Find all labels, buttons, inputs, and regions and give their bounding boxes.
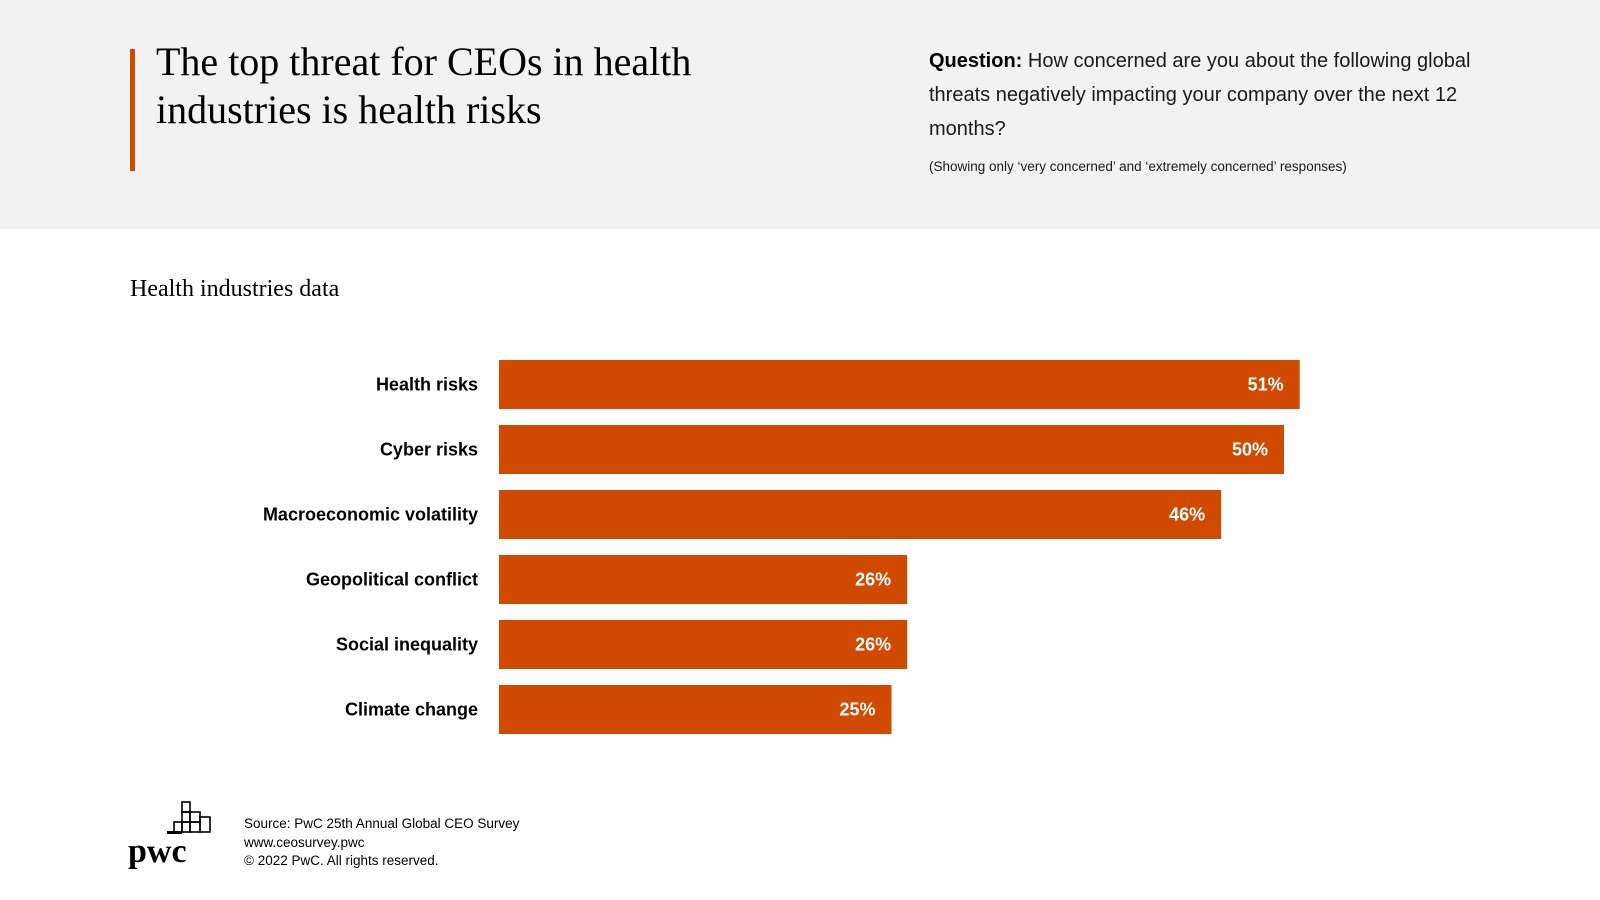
bar [499, 360, 1300, 409]
bar [499, 555, 908, 604]
category-label: Climate change [345, 700, 478, 720]
question-label: Question: [929, 50, 1023, 72]
category-label: Cyber risks [380, 440, 478, 460]
question-text: How concerned are you about the followin… [929, 50, 1471, 140]
bar-value-label: 50% [1232, 440, 1268, 460]
logo-wordmark: pwc [128, 833, 187, 870]
category-label: Geopolitical conflict [306, 570, 478, 590]
pwc-logo: pwc [128, 800, 223, 877]
footer-text: Source: PwC 25th Annual Global CEO Surve… [244, 815, 519, 871]
bar-value-label: 46% [1169, 505, 1205, 525]
page-title: The top threat for CEOs in health indust… [156, 39, 692, 132]
source-note: Source: PwC 25th Annual Global CEO Surve… [244, 816, 520, 831]
bar-value-label: 25% [839, 700, 875, 720]
title-accent-bar [130, 49, 135, 171]
header-band [0, 0, 1600, 229]
category-label: Social inequality [336, 635, 478, 655]
bar-value-label: 26% [855, 570, 891, 590]
question-block: Question: How concerned are you about th… [929, 44, 1489, 146]
bar-value-label: 51% [1248, 375, 1284, 395]
question-note: (Showing only ‘very concerned’ and ‘extr… [929, 159, 1347, 174]
bar [499, 490, 1222, 539]
survey-url: www.ceosurvey.pwc [244, 834, 365, 850]
bar-value-label: 26% [855, 635, 891, 655]
bar [499, 685, 892, 734]
bar [499, 425, 1284, 474]
category-label: Health risks [376, 375, 478, 395]
bar [499, 620, 908, 669]
chart-title: Health industries data [130, 276, 340, 302]
copyright-note: © 2022 PwC. All rights reserved. [244, 853, 439, 868]
category-label: Macroeconomic volatility [263, 505, 478, 525]
